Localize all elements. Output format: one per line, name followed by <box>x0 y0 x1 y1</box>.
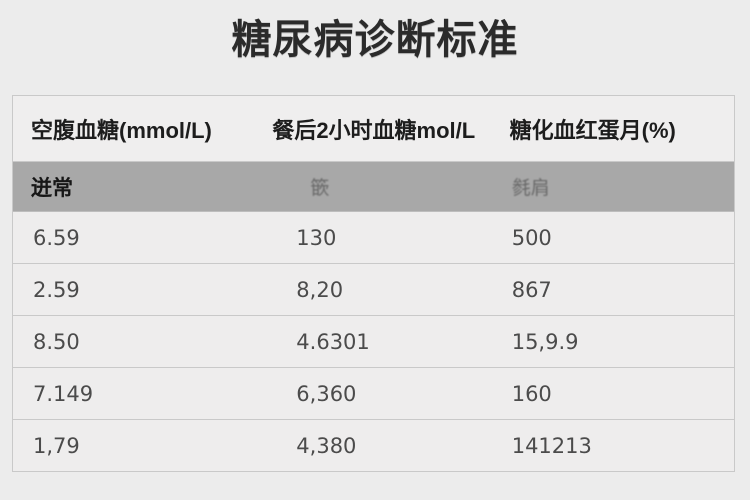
cell-postprandial-glucose: 6,360 <box>296 381 357 406</box>
column-header-postprandial-glucose: 餐后2小时血糖mol/L <box>272 117 476 143</box>
column-header-hba1c: 糖化血红蛋月(%) <box>509 117 676 143</box>
subheader-label-right: 毵肩 <box>511 178 550 199</box>
cell-fasting-glucose: 7.149 <box>33 381 94 406</box>
cell-fasting-glucose: 8.50 <box>33 329 80 354</box>
table-row: 7.149 6,360 160 <box>13 368 734 420</box>
diabetes-criteria-table: 空腹血糖(mmol/L) 餐后2小时血糖mol/L 糖化血红蛋月(%) 迸常 篏… <box>12 95 735 472</box>
table-row: 1,79 4,380 141213 <box>13 420 734 472</box>
cell-hba1c: 15,9.9 <box>511 329 579 354</box>
table-subheader-row: 迸常 篏 毵肩 <box>13 162 734 212</box>
subheader-label-normal: 迸常 <box>31 176 73 200</box>
cell-hba1c: 141213 <box>511 433 592 458</box>
cell-fasting-glucose: 6.59 <box>33 225 80 250</box>
subheader-label-middle: 篏 <box>310 178 330 199</box>
column-header-fasting-glucose: 空腹血糖(mmol/L) <box>31 117 212 143</box>
cell-hba1c: 160 <box>511 381 552 406</box>
cell-fasting-glucose: 1,79 <box>33 433 80 458</box>
cell-postprandial-glucose: 4,380 <box>296 433 357 458</box>
cell-postprandial-glucose: 4.6301 <box>296 329 370 354</box>
table-row: 8.50 4.6301 15,9.9 <box>13 316 734 368</box>
cell-hba1c: 867 <box>511 277 552 302</box>
cell-hba1c: 500 <box>511 225 552 250</box>
table-row: 6.59 130 500 <box>13 212 734 264</box>
page-title: 糖尿病诊断标准 <box>231 18 519 62</box>
table-row: 2.59 8,20 867 <box>13 264 734 316</box>
table-header-row: 空腹血糖(mmol/L) 餐后2小时血糖mol/L 糖化血红蛋月(%) <box>13 96 734 162</box>
cell-postprandial-glucose: 130 <box>296 225 337 250</box>
cell-postprandial-glucose: 8,20 <box>296 277 344 302</box>
cell-fasting-glucose: 2.59 <box>33 277 80 302</box>
